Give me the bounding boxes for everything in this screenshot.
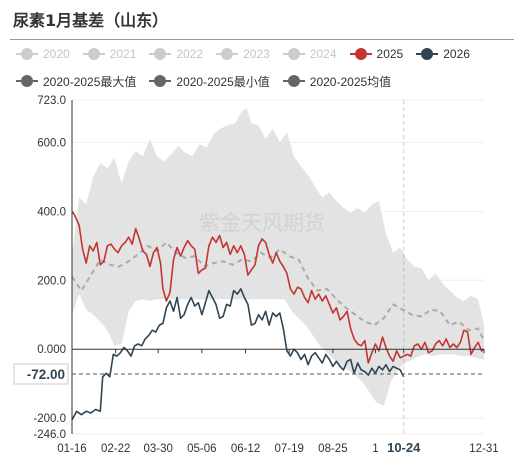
legend-row-2: 2020-2025最大值 2020-2025最小值 2020-2025均值 [16,70,516,92]
series-lines [71,210,485,421]
legend-marker-icon [416,48,439,60]
legend: 2020 2021 2022 2023 2024 2025 2026 2020-… [16,43,516,92]
x-tick-label: 03-30 [143,443,172,455]
legend-marker-icon [16,48,38,60]
legend-marker-icon [282,48,305,60]
pointer-value-label: -72.00 [27,367,65,382]
y-tick-label: 200.0 [37,275,66,287]
legend-item-label: 2023 [243,47,270,61]
y-tick-label: 600.0 [37,137,66,149]
y-tick-label: 723.0 [37,95,66,107]
legend-marker-icon [349,48,372,60]
legend-item-2024[interactable]: 2024 [282,47,337,61]
axes: 723.0 600.0 400.0 200.0 0.000 -200.0 -246.0 01-… [33,95,498,455]
legend-item-label: 2025 [376,47,404,61]
legend-item-label: 2020-2025最大值 [43,74,137,89]
legend-marker-icon [16,75,38,87]
legend-item-2020[interactable]: 2020 [16,47,70,61]
legend-marker-icon [216,48,239,60]
legend-marker-icon [282,75,305,87]
watermark: 紫金天风期货 [199,212,325,235]
legend-item-min[interactable]: 2020-2025最小值 [149,73,270,90]
legend-marker-icon [149,75,172,87]
legend-marker-icon [82,48,105,60]
series-line-2025 [71,210,485,364]
x-tick-label: 06-12 [231,443,260,455]
legend-item-max[interactable]: 2020-2025最大值 [16,73,136,90]
legend-item-label: 2024 [309,47,337,61]
legend-item-label: 2026 [443,47,470,61]
title-divider [10,39,514,40]
x-tick-label: 08-25 [318,443,347,455]
legend-item-label: 2020-2025均值 [309,74,392,89]
chart-title: 尿素1月基差（山东） [13,11,169,30]
pointer-value-box [13,363,69,385]
y-tick-label: -246.0 [33,429,66,441]
x-tick-label: 02-22 [101,443,130,455]
legend-item-2025[interactable]: 2025 [349,47,404,61]
x-tick-label: 10-24 [387,440,421,455]
series-line-2026 [71,288,405,421]
x-tick-label: 05-06 [187,443,216,455]
legend-item-2023[interactable]: 2023 [216,47,270,61]
series-line-2020-2025均值 [71,241,485,342]
legend-item-label: 2022 [176,47,204,61]
legend-item-2022[interactable]: 2022 [149,47,203,61]
legend-item-2021[interactable]: 2021 [82,47,137,61]
legend-marker-icon [149,48,172,60]
y-tick-label: -200.0 [33,413,66,425]
legend-item-label: 2020-2025最小值 [176,74,270,89]
legend-item-2026[interactable]: 2026 [416,47,470,61]
x-tick-label: 1 [372,443,378,455]
x-tick-label: 12-31 [469,443,498,455]
x-tick-label: 07-19 [275,443,304,455]
legend-item-label: 2020 [43,47,70,61]
x-tick-label: 01-16 [57,443,86,455]
legend-item-mean[interactable]: 2020-2025均值 [282,73,392,90]
axis-pointer: -72.00 [13,100,484,434]
y-tick-label: 0.000 [37,344,66,356]
legend-item-label: 2021 [109,47,137,61]
legend-row-1: 2020 2021 2022 2023 2024 2025 2026 [16,43,516,65]
y-tick-label: 400.0 [37,206,66,218]
